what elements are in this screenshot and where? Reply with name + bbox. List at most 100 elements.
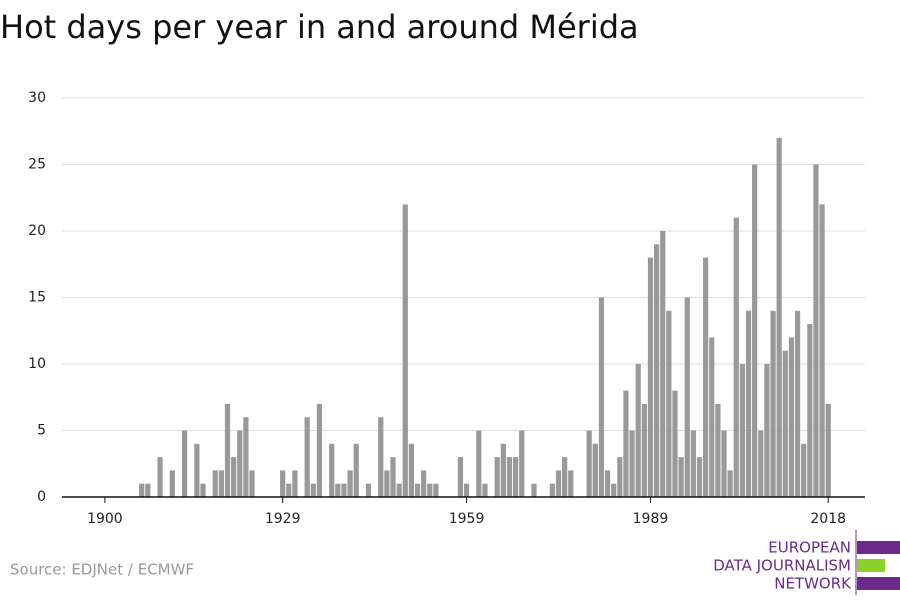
logo-bar: [857, 559, 885, 572]
bar: [519, 430, 525, 497]
bar: [414, 483, 421, 497]
bar: [408, 443, 415, 497]
bar: [721, 430, 727, 497]
bar: [678, 457, 684, 497]
bar: [739, 364, 746, 497]
y-tick-label: 0: [37, 489, 46, 505]
bar: [770, 310, 776, 497]
bar: [733, 217, 739, 497]
bar: [304, 417, 310, 497]
bar: [433, 483, 439, 497]
bar: [316, 403, 323, 497]
bar: [752, 164, 758, 497]
bar: [378, 417, 384, 497]
bar: [715, 403, 721, 497]
bar: [586, 430, 592, 497]
logo-text: DATA JOURNALISM: [713, 557, 851, 575]
bar: [819, 204, 825, 497]
bar: [390, 457, 396, 497]
bar: [402, 204, 408, 497]
y-tick-label: 15: [28, 290, 46, 306]
bar: [660, 231, 666, 497]
bar: [181, 430, 188, 497]
bar: [384, 470, 390, 497]
bar: [243, 417, 249, 497]
bar: [335, 483, 341, 497]
bar: [629, 430, 635, 497]
bar: [703, 257, 709, 497]
bar: [807, 324, 813, 497]
bar: [457, 457, 464, 497]
bar: [568, 470, 574, 497]
logo-bar: [857, 577, 900, 590]
bar: [801, 443, 807, 497]
bar: [365, 483, 372, 497]
bar: [421, 470, 427, 497]
bar: [666, 310, 672, 497]
bar: [647, 257, 654, 497]
bar: [396, 483, 402, 497]
bar: [549, 483, 555, 497]
bar: [598, 297, 605, 497]
bar: [531, 483, 537, 497]
bar: [813, 164, 819, 497]
bar: [825, 403, 831, 497]
x-tick-label: 2018: [810, 511, 846, 527]
bar: [562, 457, 568, 497]
bar: [329, 443, 335, 497]
bar: [286, 483, 292, 497]
bar: [764, 364, 770, 497]
y-tick-label: 10: [28, 356, 46, 372]
bar: [212, 470, 218, 497]
y-tick-label: 25: [28, 157, 46, 173]
bar: [157, 457, 163, 497]
bar: [709, 337, 715, 497]
bar: [788, 337, 795, 497]
bar: [347, 470, 353, 497]
bar: [512, 457, 519, 497]
bar: [145, 483, 151, 497]
x-tick-label: 1959: [449, 511, 485, 527]
bar: [617, 457, 623, 497]
x-tick-label: 1989: [633, 511, 669, 527]
bar: [476, 430, 482, 497]
bar: [482, 483, 488, 497]
bar: [353, 443, 359, 497]
logo-bar: [857, 541, 900, 554]
bar: [224, 403, 231, 497]
bar: [310, 483, 316, 497]
bar: [200, 483, 206, 497]
bar: [684, 297, 690, 497]
bar: [341, 483, 347, 497]
bar: [427, 483, 433, 497]
bar: [758, 430, 764, 497]
bar: [555, 470, 562, 497]
logo-text: NETWORK: [774, 575, 852, 593]
bar: [218, 470, 224, 497]
y-tick-label: 5: [37, 423, 46, 439]
bar: [169, 470, 175, 497]
bar: [690, 430, 696, 497]
bar: [672, 390, 678, 497]
bar: [292, 470, 298, 497]
bar: [641, 403, 647, 497]
bar: [653, 244, 660, 497]
bar: [231, 457, 237, 497]
bar: [280, 470, 286, 497]
bar: [611, 483, 617, 497]
bar: [139, 483, 145, 497]
bar: [604, 470, 611, 497]
y-tick-label: 30: [28, 90, 46, 106]
logo-text: EUROPEAN: [768, 539, 851, 557]
bar: [776, 137, 782, 497]
bar: [592, 443, 598, 497]
x-tick-label: 1900: [87, 511, 123, 527]
bar: [696, 457, 703, 497]
bar: [623, 390, 629, 497]
x-tick-label: 1929: [265, 511, 301, 527]
bar: [500, 443, 506, 497]
bar: [794, 310, 801, 497]
bar: [745, 310, 752, 497]
